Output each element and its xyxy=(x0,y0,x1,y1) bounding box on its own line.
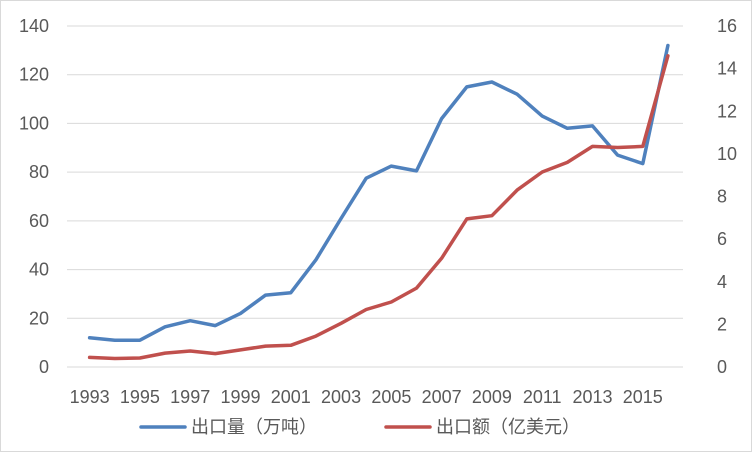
x-tick-label: 1993 xyxy=(70,387,110,407)
series-lines xyxy=(87,43,670,361)
series-line xyxy=(87,43,670,342)
left-tick-label: 140 xyxy=(19,16,49,36)
right-tick-label: 10 xyxy=(717,144,737,164)
x-tick-label: 2011 xyxy=(523,387,562,407)
right-tick-label: 16 xyxy=(717,16,737,36)
right-tick-label: 6 xyxy=(717,229,727,249)
right-tick-label: 12 xyxy=(717,101,737,121)
legend: 出口量（万吨） 出口额（亿美元） xyxy=(139,417,580,437)
x-tick-label: 2007 xyxy=(422,387,462,407)
right-tick-label: 2 xyxy=(717,314,727,334)
left-tick-label: 120 xyxy=(19,65,49,85)
legend-label: 出口量（万吨） xyxy=(191,417,317,437)
right-tick-label: 14 xyxy=(717,59,737,79)
left-tick-label: 20 xyxy=(29,308,49,328)
x-tick-label: 2013 xyxy=(572,387,612,407)
x-tick-label: 2015 xyxy=(623,387,663,407)
x-axis: 1993 1995 1997 1999 2001 2003 2005 2007 2009 2011… xyxy=(67,366,683,407)
right-y-axis: 0 2 4 6 8 10 12 14 16 xyxy=(717,16,737,377)
left-tick-label: 100 xyxy=(19,113,49,133)
gridlines xyxy=(67,25,683,368)
right-tick-label: 4 xyxy=(717,272,727,292)
x-tick-label: 2003 xyxy=(321,387,361,407)
left-tick-label: 80 xyxy=(29,162,49,182)
left-tick-label: 0 xyxy=(39,357,49,377)
x-tick-label: 2001 xyxy=(271,387,311,407)
x-tick-label: 1999 xyxy=(220,387,260,407)
x-tick-label: 1997 xyxy=(170,387,210,407)
series-line xyxy=(87,54,670,361)
left-tick-label: 60 xyxy=(29,211,49,231)
legend-label: 出口额（亿美元） xyxy=(436,417,580,437)
left-tick-label: 40 xyxy=(29,260,49,280)
x-tick-label: 2009 xyxy=(472,387,512,407)
left-y-axis: 0 20 40 60 80 100 120 140 xyxy=(19,16,49,377)
right-tick-label: 0 xyxy=(717,357,727,377)
right-tick-label: 8 xyxy=(717,187,727,207)
x-tick-label: 2005 xyxy=(371,387,411,407)
x-tick-label: 1995 xyxy=(120,387,160,407)
